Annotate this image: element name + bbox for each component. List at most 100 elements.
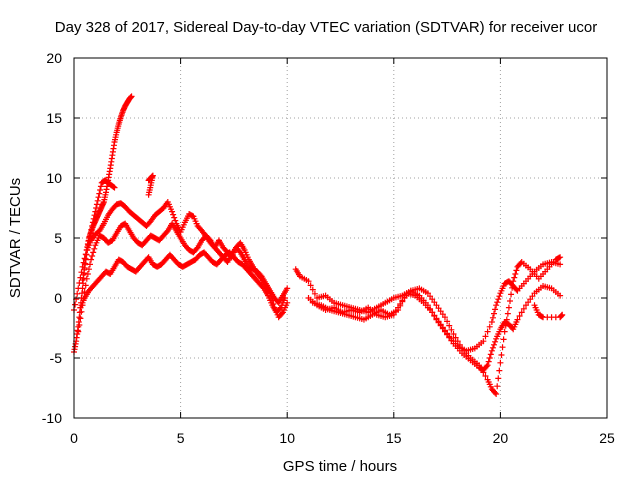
data-point [496, 367, 503, 374]
data-point [506, 298, 513, 304]
data-point [84, 271, 91, 277]
data-point [75, 328, 82, 335]
data-point [516, 313, 523, 319]
data-point [493, 391, 500, 397]
data-point [82, 282, 89, 289]
data-point [91, 245, 98, 252]
data-point [82, 256, 89, 263]
data-point [76, 280, 83, 286]
data-point [91, 212, 98, 219]
data-point [170, 211, 177, 218]
data-point [495, 296, 502, 303]
data-point [480, 338, 487, 345]
data-point [508, 291, 515, 298]
data-point [93, 201, 100, 208]
data-point [482, 373, 489, 379]
x-tick-label: 20 [493, 430, 509, 446]
data-point [86, 261, 93, 268]
data-point [427, 305, 434, 312]
data-point [483, 363, 490, 370]
data-point [499, 344, 506, 351]
data-point [307, 282, 314, 289]
data-point [77, 315, 84, 322]
data-point [496, 293, 503, 300]
data-point [392, 308, 399, 315]
data-point [81, 255, 88, 262]
data-point [518, 309, 525, 316]
data-point [311, 290, 318, 297]
data-point [520, 305, 527, 312]
data-point [171, 214, 178, 221]
data-point [84, 247, 91, 253]
data-point [128, 93, 135, 100]
data-point [482, 333, 489, 340]
data-point [83, 251, 90, 258]
x-tick-label: 0 [70, 430, 78, 446]
y-tick-label: 0 [54, 290, 62, 306]
data-point [284, 285, 291, 292]
data-point [492, 338, 499, 345]
data-point [493, 302, 500, 309]
data-point [87, 230, 94, 237]
data-point [145, 177, 152, 184]
series-track-i [305, 283, 564, 373]
data-point [90, 249, 97, 256]
y-tick-label: 15 [46, 110, 62, 126]
data-point [80, 271, 87, 278]
data-point [94, 197, 101, 204]
data-point [494, 299, 501, 306]
data-point [75, 285, 82, 292]
data-point [492, 389, 499, 396]
data-point [429, 309, 436, 316]
data-point [76, 322, 83, 328]
data-point [395, 304, 402, 311]
data-point [97, 183, 104, 190]
data-point [495, 375, 502, 382]
y-tick-label: 5 [54, 230, 62, 246]
data-point [96, 190, 103, 197]
y-tick-label: 20 [46, 50, 62, 66]
data-point [514, 316, 521, 323]
x-tick-label: 10 [279, 430, 295, 446]
data-point [169, 208, 176, 215]
data-point [512, 271, 519, 277]
data-point [494, 383, 501, 390]
data-point [97, 187, 104, 193]
data-point [89, 219, 96, 226]
data-point [424, 302, 431, 309]
data-point [74, 290, 81, 297]
data-point [446, 322, 453, 329]
data-point [448, 326, 455, 333]
data-point [431, 313, 438, 319]
data-point [79, 277, 86, 283]
y-tick-label: 10 [46, 170, 62, 186]
y-tick-label: -10 [42, 410, 62, 426]
data-point [88, 226, 95, 233]
data-point [86, 233, 93, 240]
data-point [276, 305, 283, 312]
data-point [486, 323, 493, 330]
chart-title: Day 328 of 2017, Sidereal Day-to-day VTE… [55, 19, 597, 36]
data-point [111, 184, 118, 191]
data-point [278, 310, 285, 317]
data-point [497, 359, 504, 366]
series-track-f [145, 172, 156, 198]
x-tick-label: 15 [386, 430, 402, 446]
data-point [557, 254, 564, 261]
series-track-j [531, 302, 566, 321]
data-point [83, 275, 90, 282]
x-tick-labels: 0 5 10 15 20 25 [70, 430, 615, 446]
data-point [511, 274, 518, 281]
data-point [498, 352, 505, 358]
data-point [513, 267, 520, 274]
data-point [485, 358, 492, 365]
data-point [441, 314, 448, 321]
data-point [444, 318, 451, 325]
data-point [557, 261, 564, 268]
data-point [513, 286, 520, 293]
x-tick-label: 5 [177, 430, 185, 446]
y-tick-label: -5 [50, 350, 63, 366]
data-point [486, 355, 493, 361]
y-axis-label: SDTVAR / TECUs [7, 178, 24, 298]
